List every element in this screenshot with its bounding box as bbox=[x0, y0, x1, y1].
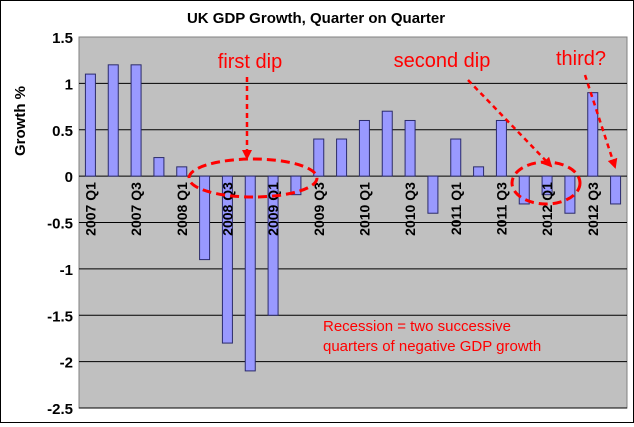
bar bbox=[290, 175, 302, 196]
bar bbox=[153, 157, 165, 177]
y-tick-label: 1.5 bbox=[52, 30, 73, 47]
bar bbox=[381, 110, 393, 177]
x-tick-label: 2012 Q3 bbox=[585, 182, 601, 236]
x-tick-label: 2012 Q1 bbox=[539, 182, 555, 236]
bar bbox=[336, 138, 348, 177]
bar bbox=[84, 73, 96, 177]
y-tick-label: -0.5 bbox=[47, 216, 73, 233]
bar bbox=[610, 175, 622, 205]
bar bbox=[495, 119, 507, 177]
bar bbox=[427, 175, 439, 214]
bar bbox=[313, 138, 325, 177]
y-tick-label: 0.5 bbox=[52, 123, 73, 140]
x-tick-label: 2011 Q1 bbox=[448, 182, 464, 235]
x-tick-label: 2010 Q3 bbox=[402, 182, 418, 236]
y-tick-label: -1 bbox=[60, 262, 73, 279]
x-tick-label: 2007 Q3 bbox=[128, 182, 144, 236]
bar bbox=[199, 175, 211, 261]
second-dip-arrow bbox=[467, 79, 553, 168]
bar bbox=[450, 138, 462, 177]
bar bbox=[541, 175, 553, 196]
first-dip-annotation: first dip bbox=[218, 51, 282, 73]
y-tick-label: -2.5 bbox=[47, 401, 73, 418]
x-tick-label: 2008 Q3 bbox=[219, 182, 235, 236]
bar bbox=[176, 166, 188, 177]
bar bbox=[221, 175, 233, 344]
x-tick-label: 2009 Q1 bbox=[265, 182, 281, 236]
bar bbox=[244, 175, 256, 372]
bar bbox=[358, 119, 370, 177]
x-tick-label: 2010 Q1 bbox=[356, 182, 372, 236]
chart-title: UK GDP Growth, Quarter on Quarter bbox=[187, 10, 445, 27]
y-tick-label: 0 bbox=[65, 169, 73, 186]
x-tick-label: 2008 Q1 bbox=[174, 182, 190, 236]
y-tick-label: -1.5 bbox=[47, 308, 73, 325]
x-tick-label: 2011 Q3 bbox=[493, 182, 509, 235]
third-arrow bbox=[583, 74, 618, 169]
x-tick-label: 2009 Q3 bbox=[311, 182, 327, 236]
recession-note-line-2: quarters of negative GDP growth bbox=[323, 338, 541, 355]
bar bbox=[404, 119, 416, 177]
third-annotation: third? bbox=[556, 48, 606, 70]
bar bbox=[107, 64, 119, 177]
bar bbox=[518, 175, 530, 205]
bar bbox=[130, 64, 142, 177]
bar bbox=[587, 92, 599, 177]
second-dip-annotation: second dip bbox=[394, 50, 491, 72]
first-dip-circle bbox=[187, 157, 319, 199]
y-tick-label: -2 bbox=[60, 355, 73, 372]
y-tick-label: 1 bbox=[65, 76, 73, 93]
recession-note-line-1: Recession = two successive bbox=[323, 318, 511, 335]
bar bbox=[564, 175, 576, 214]
x-tick-label: 2007 Q1 bbox=[82, 182, 98, 236]
y-axis-label: Growth % bbox=[12, 86, 29, 156]
second-dip-circle bbox=[510, 160, 582, 206]
bar bbox=[473, 166, 485, 177]
bar bbox=[267, 175, 279, 316]
